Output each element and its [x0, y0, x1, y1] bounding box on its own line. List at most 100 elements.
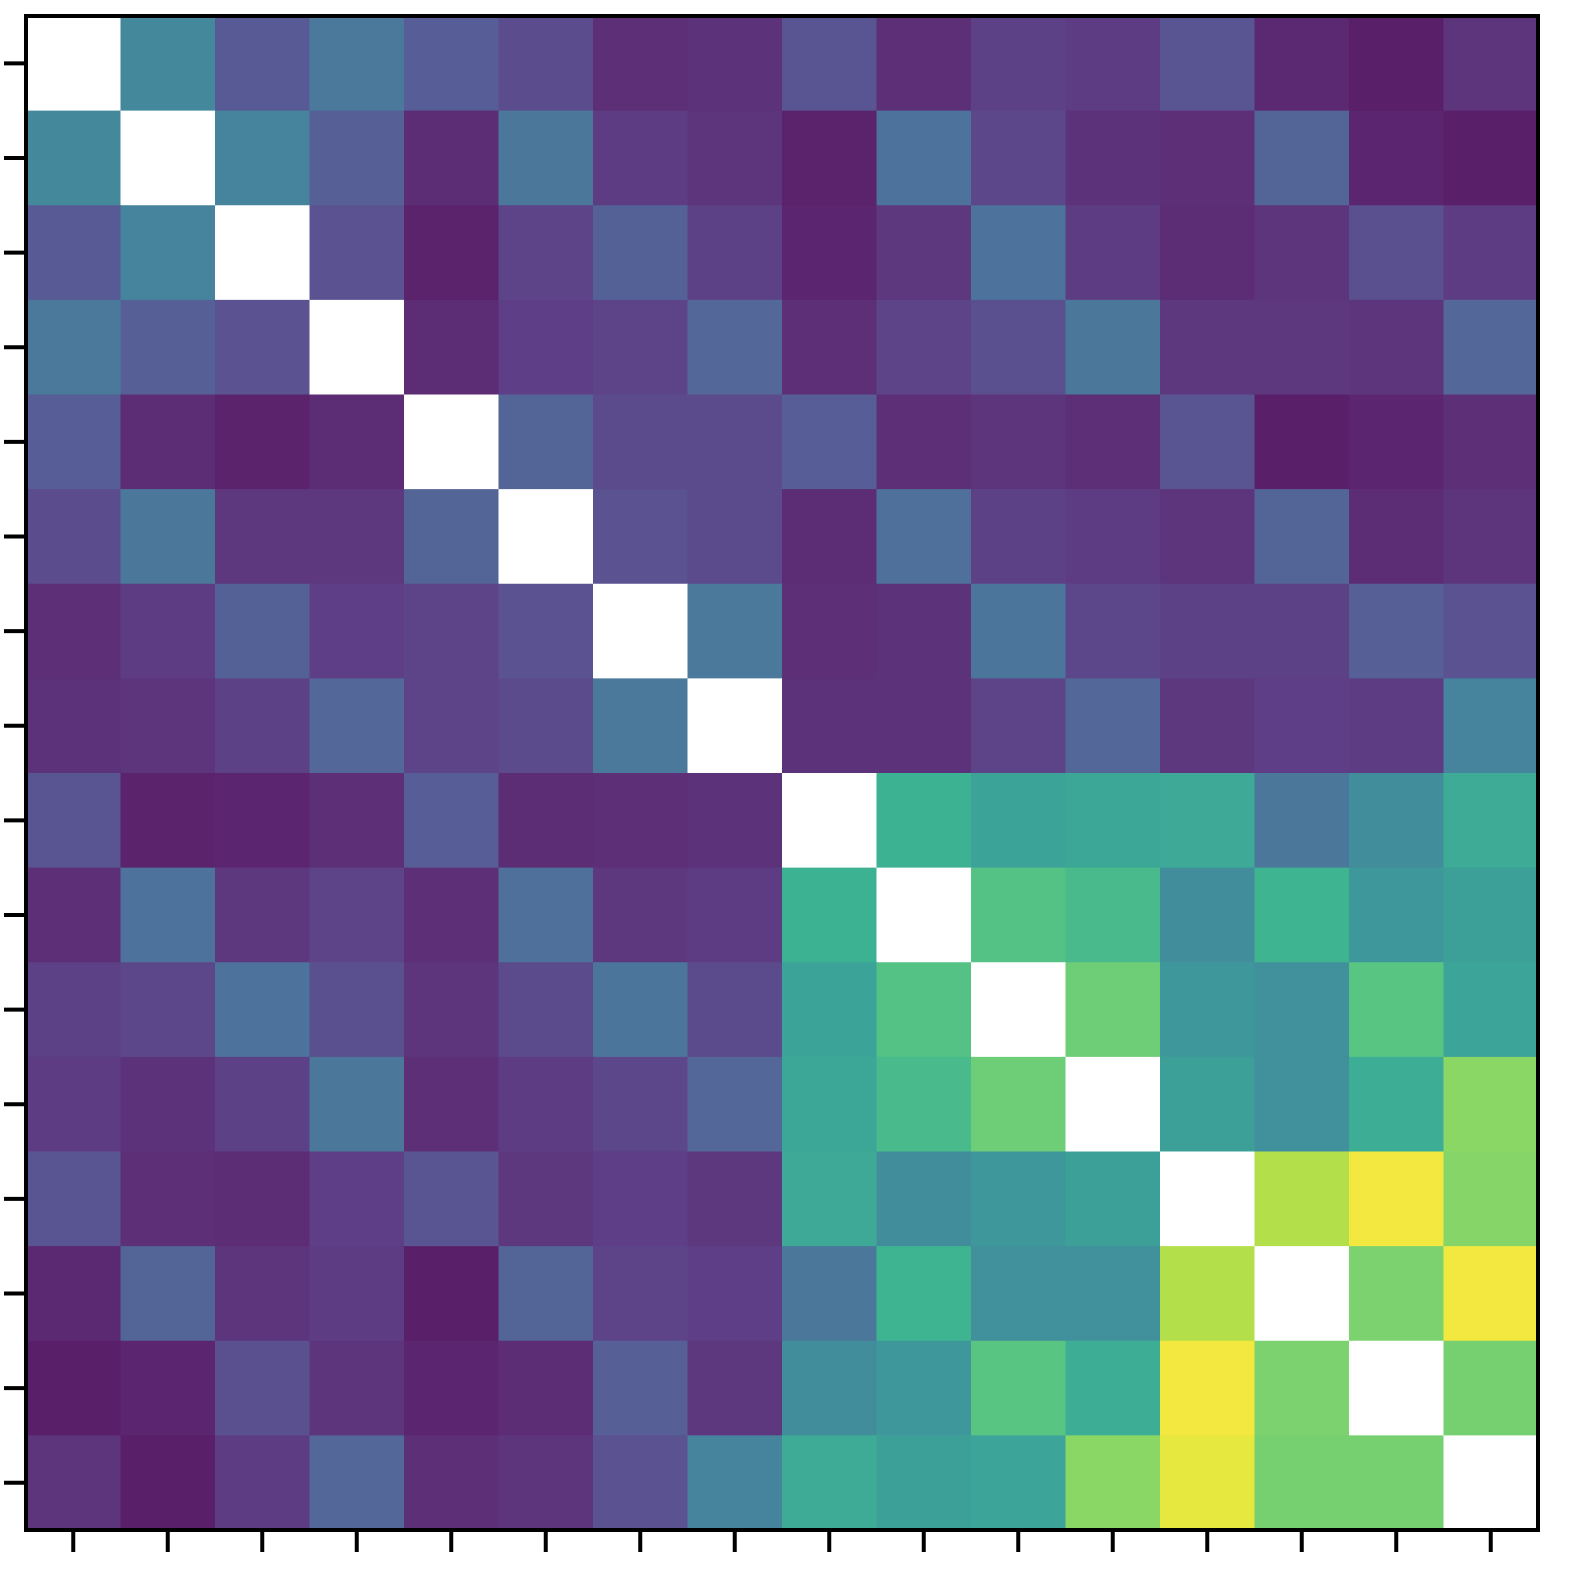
heatmap-cell-r5-c2	[215, 489, 311, 585]
heatmap-cell-r14-c11	[1065, 1340, 1161, 1436]
heatmap-cell-r13-c15	[1443, 1246, 1539, 1342]
heatmap-cell-r13-c2	[215, 1246, 311, 1342]
heatmap-cell-r6-c14	[1349, 583, 1445, 679]
heatmap-cell-r13-c5	[498, 1246, 594, 1342]
heatmap-cell-r5-c1	[120, 489, 216, 585]
heatmap-cell-r9-c14	[1349, 867, 1445, 963]
heatmap-cell-r6-c12	[1160, 583, 1256, 679]
heatmap-cell-r13-c9	[876, 1246, 972, 1342]
heatmap-cell-r2-c6	[593, 205, 689, 301]
heatmap-cell-r0-c7	[687, 16, 783, 112]
heatmap-cell-r0-c9	[876, 16, 972, 112]
heatmap-cell-r1-c2	[215, 110, 311, 206]
heatmap-cell-r11-c6	[593, 1056, 689, 1153]
heatmap-cell-r9-c9	[876, 867, 972, 963]
heatmap-cell-r0-c12	[1160, 16, 1256, 112]
heatmap-cell-r3-c15	[1443, 299, 1539, 396]
heatmap-cell-r7-c11	[1065, 678, 1161, 774]
heatmap-cell-r3-c10	[971, 299, 1067, 396]
heatmap-cell-r0-c14	[1349, 16, 1445, 112]
heatmap-cell-r11-c14	[1349, 1056, 1445, 1153]
heatmap-cell-r6-c10	[971, 583, 1067, 679]
heatmap-cell-r15-c13	[1254, 1435, 1350, 1531]
heatmap-cell-r12-c12	[1160, 1151, 1256, 1247]
heatmap-cell-r15-c1	[120, 1435, 216, 1531]
heatmap-cell-r10-c2	[215, 962, 311, 1058]
heatmap-cell-r10-c4	[404, 962, 500, 1058]
heatmap-cell-r4-c14	[1349, 394, 1445, 490]
heatmap-cell-r13-c4	[404, 1246, 500, 1342]
heatmap-cell-r6-c5	[498, 583, 594, 679]
heatmap-cell-r0-c3	[309, 16, 405, 112]
heatmap-cell-r10-c14	[1349, 962, 1445, 1058]
heatmap-cell-r11-c3	[309, 1056, 405, 1153]
heatmap-cell-r15-c8	[782, 1435, 878, 1531]
heatmap-cell-r0-c5	[498, 16, 594, 112]
heatmap-cell-r0-c11	[1065, 16, 1161, 112]
heatmap-cell-r6-c4	[404, 583, 500, 679]
heatmap-cell-r3-c7	[687, 299, 783, 396]
heatmap-cell-r8-c1	[120, 773, 216, 869]
heatmap-cell-r14-c1	[120, 1340, 216, 1436]
heatmap-cell-r3-c1	[120, 299, 216, 396]
heatmap-cell-r7-c3	[309, 678, 405, 774]
heatmap-cell-r12-c14	[1349, 1151, 1445, 1247]
heatmap-cell-r2-c9	[876, 205, 972, 301]
heatmap-cell-r5-c5	[498, 489, 594, 585]
heatmap-cell-r3-c9	[876, 299, 972, 396]
heatmap-cell-r11-c7	[687, 1056, 783, 1153]
heatmap-cell-r11-c1	[120, 1056, 216, 1153]
heatmap-cell-r2-c11	[1065, 205, 1161, 301]
heatmap-cell-r11-c15	[1443, 1056, 1539, 1153]
heatmap-cell-r5-c7	[687, 489, 783, 585]
heatmap-cell-r8-c3	[309, 773, 405, 869]
heatmap-cell-r14-c6	[593, 1340, 689, 1436]
heatmap-cell-r5-c9	[876, 489, 972, 585]
heatmap-cell-r3-c6	[593, 299, 689, 396]
heatmap-cell-r11-c13	[1254, 1056, 1350, 1153]
heatmap-cell-r13-c3	[309, 1246, 405, 1342]
heatmap-cell-r3-c11	[1065, 299, 1161, 396]
heatmap-cell-r10-c3	[309, 962, 405, 1058]
heatmap-cell-r8-c10	[971, 773, 1067, 869]
heatmap-cell-r8-c8	[782, 773, 878, 869]
heatmap-cell-r0-c8	[782, 16, 878, 112]
heatmap-cell-r14-c4	[404, 1340, 500, 1436]
heatmap-cell-r1-c15	[1443, 110, 1539, 206]
heatmap-cell-r15-c15	[1443, 1435, 1539, 1531]
heatmap-cell-r10-c7	[687, 962, 783, 1058]
heatmap-cell-r10-c5	[498, 962, 594, 1058]
heatmap-cell-r12-c15	[1443, 1151, 1539, 1247]
heatmap-cell-r4-c9	[876, 394, 972, 490]
heatmap-cell-r11-c9	[876, 1056, 972, 1153]
heatmap-cell-r10-c0	[26, 962, 122, 1058]
heatmap-cell-r9-c0	[26, 867, 122, 963]
heatmap-cell-r4-c1	[120, 394, 216, 490]
heatmap-cell-r7-c6	[593, 678, 689, 774]
heatmap-cell-r3-c13	[1254, 299, 1350, 396]
heatmap-cell-r4-c11	[1065, 394, 1161, 490]
heatmap-cell-r1-c12	[1160, 110, 1256, 206]
heatmap-cell-r9-c11	[1065, 867, 1161, 963]
heatmap-cell-r12-c1	[120, 1151, 216, 1247]
heatmap-cell-r11-c8	[782, 1056, 878, 1153]
heatmap-cell-r14-c10	[971, 1340, 1067, 1436]
heatmap-cell-r14-c5	[498, 1340, 594, 1436]
heatmap-cell-r0-c15	[1443, 16, 1539, 112]
heatmap-cell-r5-c12	[1160, 489, 1256, 585]
heatmap-cell-r7-c12	[1160, 678, 1256, 774]
heatmap-cell-r12-c2	[215, 1151, 311, 1247]
heatmap-cell-r15-c7	[687, 1435, 783, 1531]
heatmap-cell-r5-c11	[1065, 489, 1161, 585]
heatmap-cell-r13-c6	[593, 1246, 689, 1342]
heatmap-cell-r2-c12	[1160, 205, 1256, 301]
heatmap-cell-r11-c4	[404, 1056, 500, 1153]
heatmap-cell-r0-c13	[1254, 16, 1350, 112]
heatmap-cell-r3-c5	[498, 299, 594, 396]
heatmap-cell-r1-c14	[1349, 110, 1445, 206]
heatmap-cell-r12-c11	[1065, 1151, 1161, 1247]
heatmap-cell-r10-c12	[1160, 962, 1256, 1058]
heatmap-cell-r1-c10	[971, 110, 1067, 206]
heatmap-cell-r14-c13	[1254, 1340, 1350, 1436]
axis-ticks	[4, 61, 1493, 1552]
